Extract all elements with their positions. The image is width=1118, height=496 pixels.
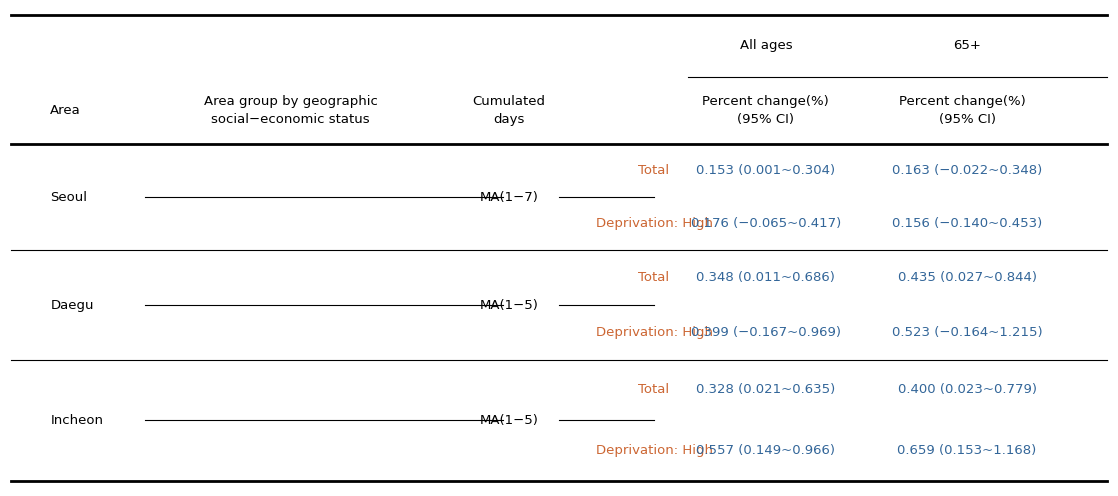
Text: 0.557 (0.149~0.966): 0.557 (0.149~0.966) xyxy=(697,444,835,457)
Text: 0.399 (−0.167~0.969): 0.399 (−0.167~0.969) xyxy=(691,326,841,339)
Text: Percent change(%)  
(95% CI): Percent change(%) (95% CI) xyxy=(900,95,1034,126)
Text: MA(1−5): MA(1−5) xyxy=(480,299,538,311)
Text: Total: Total xyxy=(638,164,670,177)
Text: 0.163 (−0.022~0.348): 0.163 (−0.022~0.348) xyxy=(892,164,1042,177)
Text: 0.153 (0.001~0.304): 0.153 (0.001~0.304) xyxy=(697,164,835,177)
Text: 0.659 (0.153~1.168): 0.659 (0.153~1.168) xyxy=(898,444,1036,457)
Text: Deprivation: High: Deprivation: High xyxy=(596,326,712,339)
Text: Seoul: Seoul xyxy=(50,190,87,204)
Text: Total: Total xyxy=(638,271,670,284)
Text: Total: Total xyxy=(638,383,670,396)
Text: 0.328 (0.021~0.635): 0.328 (0.021~0.635) xyxy=(697,383,835,396)
Text: 0.400 (0.023~0.779): 0.400 (0.023~0.779) xyxy=(898,383,1036,396)
Text: Area: Area xyxy=(50,104,82,117)
Text: Percent change(%)
(95% CI): Percent change(%) (95% CI) xyxy=(702,95,830,126)
Text: Daegu: Daegu xyxy=(50,299,94,311)
Text: 0.156 (−0.140~0.453): 0.156 (−0.140~0.453) xyxy=(892,217,1042,230)
Text: 0.523 (−0.164~1.215): 0.523 (−0.164~1.215) xyxy=(892,326,1042,339)
Text: MA(1−7): MA(1−7) xyxy=(480,190,538,204)
Text: MA(1−5): MA(1−5) xyxy=(480,414,538,427)
Text: Incheon: Incheon xyxy=(50,414,103,427)
Text: Deprivation: High: Deprivation: High xyxy=(596,444,712,457)
Text: 0.348 (0.011~0.686): 0.348 (0.011~0.686) xyxy=(697,271,835,284)
Text: Cumulated
days: Cumulated days xyxy=(472,95,546,126)
Text: All ages: All ages xyxy=(739,39,793,53)
Text: 65+: 65+ xyxy=(954,39,980,53)
Text: Deprivation: High: Deprivation: High xyxy=(596,217,712,230)
Text: 0.176 (−0.065~0.417): 0.176 (−0.065~0.417) xyxy=(691,217,841,230)
Text: 0.435 (0.027~0.844): 0.435 (0.027~0.844) xyxy=(898,271,1036,284)
Text: Area group by geographic
social−economic status: Area group by geographic social−economic… xyxy=(203,95,378,126)
